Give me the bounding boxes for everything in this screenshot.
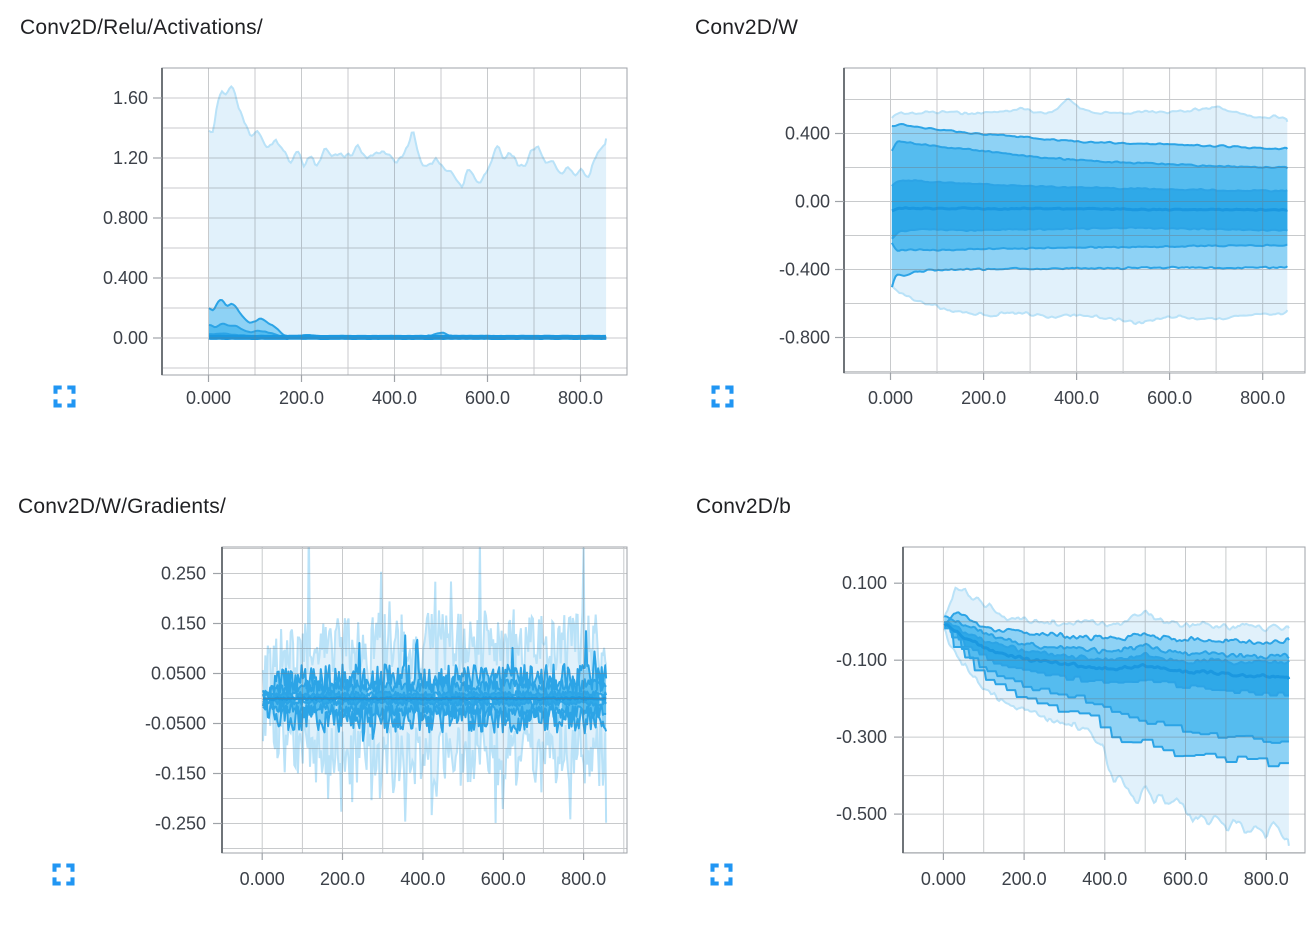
- svg-text:400.0: 400.0: [400, 869, 445, 889]
- expand-chart-button[interactable]: [50, 861, 77, 888]
- distribution-chart[interactable]: 0.000 200.0 400.0 600.0 800.0 1.60 1.20 0.800 0.…: [0, 0, 658, 464]
- fullscreen-icon: [710, 863, 733, 886]
- svg-text:1.20: 1.20: [113, 148, 148, 168]
- svg-text:200.0: 200.0: [961, 388, 1006, 408]
- fullscreen-icon: [52, 863, 75, 886]
- svg-text:400.0: 400.0: [1082, 869, 1127, 889]
- svg-text:-0.250: -0.250: [155, 814, 206, 834]
- svg-text:0.250: 0.250: [161, 564, 206, 584]
- svg-text:-0.500: -0.500: [836, 804, 887, 824]
- svg-text:800.0: 800.0: [558, 388, 603, 408]
- expand-chart-button[interactable]: [709, 383, 736, 410]
- svg-text:0.400: 0.400: [785, 124, 830, 144]
- svg-text:0.000: 0.000: [240, 869, 285, 889]
- distribution-chart[interactable]: 0.000 200.0 400.0 600.0 800.0 0.400 0.00 -0.400…: [658, 0, 1316, 464]
- expand-chart-button[interactable]: [51, 383, 78, 410]
- svg-text:-0.300: -0.300: [836, 727, 887, 747]
- fullscreen-icon: [711, 385, 734, 408]
- svg-text:1.60: 1.60: [113, 88, 148, 108]
- distribution-chart-card-weights: Conv2D/W 0.000 200.0 400.0 600.0 800.0 0.400 0…: [658, 0, 1316, 464]
- distribution-chart[interactable]: 0.000 200.0 400.0 600.0 800.0 0.100 -0.100 -0.3…: [658, 464, 1316, 928]
- chart-title: Conv2D/W: [695, 16, 799, 39]
- svg-text:600.0: 600.0: [1163, 869, 1208, 889]
- chart-title: Conv2D/W/Gradients/: [18, 495, 227, 518]
- svg-text:0.00: 0.00: [113, 328, 148, 348]
- svg-text:0.400: 0.400: [103, 268, 148, 288]
- svg-text:200.0: 200.0: [279, 388, 324, 408]
- svg-text:800.0: 800.0: [1244, 869, 1289, 889]
- chart-title: Conv2D/b: [696, 495, 791, 518]
- expand-chart-button[interactable]: [708, 861, 735, 888]
- distribution-chart[interactable]: 0.000 200.0 400.0 600.0 800.0 0.250 0.150 0.050…: [0, 464, 658, 928]
- svg-text:400.0: 400.0: [372, 388, 417, 408]
- distribution-chart-card-gradients: Conv2D/W/Gradients/ 0.000 200.0 400.0 600.0…: [0, 464, 658, 928]
- fullscreen-icon: [53, 385, 76, 408]
- svg-text:200.0: 200.0: [1002, 869, 1047, 889]
- svg-text:0.000: 0.000: [186, 388, 231, 408]
- svg-text:-0.0500: -0.0500: [145, 714, 206, 734]
- svg-text:0.100: 0.100: [842, 573, 887, 593]
- svg-text:-0.100: -0.100: [836, 650, 887, 670]
- svg-text:800.0: 800.0: [561, 869, 606, 889]
- svg-text:600.0: 600.0: [1147, 388, 1192, 408]
- svg-text:-0.400: -0.400: [779, 260, 830, 280]
- distribution-chart-card-activations: Conv2D/Relu/Activations/ 0.000 200.0 400.0…: [0, 0, 658, 464]
- svg-text:0.0500: 0.0500: [151, 664, 206, 684]
- svg-text:600.0: 600.0: [465, 388, 510, 408]
- svg-text:0.800: 0.800: [103, 208, 148, 228]
- svg-text:600.0: 600.0: [481, 869, 526, 889]
- svg-text:0.150: 0.150: [161, 614, 206, 634]
- svg-text:200.0: 200.0: [320, 869, 365, 889]
- chart-title: Conv2D/Relu/Activations/: [20, 16, 263, 39]
- svg-text:-0.150: -0.150: [155, 764, 206, 784]
- svg-text:800.0: 800.0: [1240, 388, 1285, 408]
- distribution-chart-card-bias: Conv2D/b 0.000 200.0 400.0 600.0 800.0 0.100 -…: [658, 464, 1316, 928]
- svg-text:-0.800: -0.800: [779, 328, 830, 348]
- svg-text:0.000: 0.000: [921, 869, 966, 889]
- svg-text:400.0: 400.0: [1054, 388, 1099, 408]
- svg-text:0.000: 0.000: [868, 388, 913, 408]
- svg-text:0.00: 0.00: [795, 192, 830, 212]
